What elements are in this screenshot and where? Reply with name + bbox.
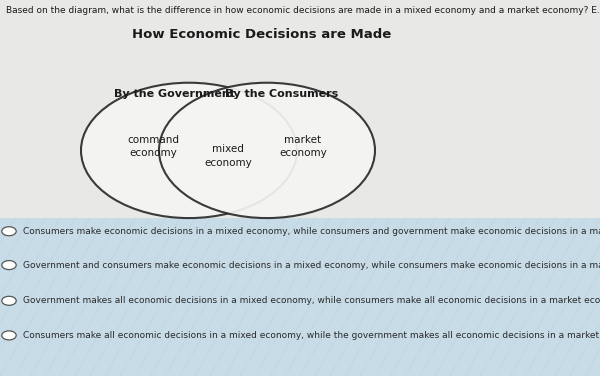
Text: Consumers make all economic decisions in a mixed economy, while the government m: Consumers make all economic decisions in… — [23, 331, 600, 340]
Circle shape — [81, 83, 297, 218]
Text: By the Consumers: By the Consumers — [226, 89, 338, 100]
Bar — [0, 218, 600, 376]
Text: How Economic Decisions are Made: How Economic Decisions are Made — [132, 28, 391, 41]
Text: Consumers make economic decisions in a mixed economy, while consumers and govern: Consumers make economic decisions in a m… — [23, 227, 600, 236]
Text: Government and consumers make economic decisions in a mixed economy, while consu: Government and consumers make economic d… — [23, 261, 600, 270]
Circle shape — [2, 261, 16, 270]
Text: Government makes all economic decisions in a mixed economy, while consumers make: Government makes all economic decisions … — [23, 296, 600, 305]
Text: market
economy: market economy — [279, 135, 327, 158]
Text: Based on the diagram, what is the difference in how economic decisions are made : Based on the diagram, what is the differ… — [6, 6, 600, 15]
Bar — [0, 0, 600, 218]
Circle shape — [2, 227, 16, 236]
Text: command
economy: command economy — [127, 135, 179, 158]
Circle shape — [2, 296, 16, 305]
Text: mixed
economy: mixed economy — [204, 144, 252, 168]
Circle shape — [2, 331, 16, 340]
Text: By the Government: By the Government — [113, 89, 235, 100]
Circle shape — [159, 83, 375, 218]
